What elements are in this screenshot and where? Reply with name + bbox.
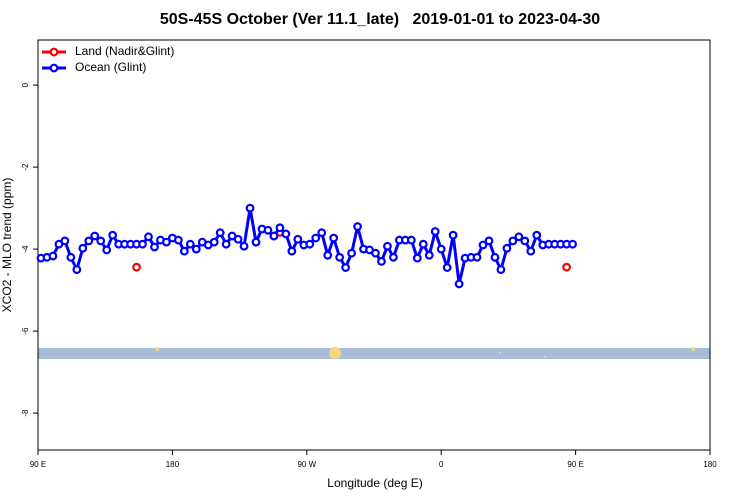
point (424, 250, 434, 260)
point (347, 248, 357, 258)
point (281, 229, 291, 239)
point (209, 237, 219, 247)
point (383, 241, 392, 251)
legend-label: Land (Nadir&Glint) (75, 44, 174, 58)
point (108, 230, 118, 240)
point (48, 251, 58, 261)
point (150, 242, 159, 252)
point (478, 240, 488, 250)
point (84, 236, 94, 246)
x-tick-label: 180 (166, 460, 180, 469)
point (305, 239, 315, 249)
point (60, 236, 70, 246)
point (484, 236, 494, 246)
point (251, 237, 261, 247)
plot-frame (37, 39, 711, 451)
y-tick-label: -4 (21, 245, 30, 253)
point (329, 233, 339, 243)
point (454, 279, 464, 289)
point (132, 262, 141, 272)
legend-marker (49, 47, 59, 57)
legend-label: Ocean (Glint) (75, 60, 146, 74)
point (371, 248, 380, 258)
point (323, 250, 333, 260)
point (287, 246, 297, 256)
point (430, 227, 440, 236)
land-blobs (155, 347, 695, 359)
point (269, 231, 279, 241)
point (173, 235, 183, 245)
point (472, 252, 482, 262)
y-axis-label: XCO2 - MLO trend (ppm) (0, 178, 14, 313)
point (245, 203, 255, 213)
point (341, 263, 351, 272)
point (185, 239, 195, 249)
point (239, 241, 249, 251)
chart-title: 50S-45S October (Ver 11.1_late) 2019-01-… (160, 11, 600, 28)
point (526, 246, 536, 256)
point (72, 265, 82, 275)
point (66, 252, 76, 262)
point (562, 262, 572, 272)
point (102, 245, 112, 255)
point (311, 233, 321, 243)
point (532, 230, 542, 240)
point (138, 239, 147, 249)
point (520, 236, 530, 246)
legend-marker (49, 63, 59, 73)
x-tick-label: 90 E (30, 460, 46, 469)
land-ocean-strip (38, 348, 710, 359)
point (317, 228, 327, 238)
point (448, 230, 458, 240)
point (263, 225, 273, 235)
y-tick-label: -8 (21, 409, 30, 417)
point (90, 231, 100, 241)
point (389, 252, 398, 262)
point (490, 252, 500, 262)
point (275, 223, 285, 233)
point (436, 244, 446, 254)
point (412, 253, 422, 263)
y-tick-label: -6 (21, 327, 30, 335)
x-tick-label: 0 (439, 460, 444, 469)
point (377, 257, 386, 266)
point (233, 234, 243, 244)
point (78, 243, 88, 253)
point (96, 236, 106, 246)
x-tick-label: 90 E (567, 460, 583, 469)
point (418, 239, 428, 249)
point (335, 252, 345, 262)
point (221, 239, 231, 249)
x-tick-label: 90 W (297, 460, 316, 469)
point (568, 239, 578, 249)
point (162, 237, 171, 247)
point (293, 234, 303, 244)
point (496, 265, 506, 275)
y-tick-label: -2 (21, 163, 30, 171)
point (191, 244, 201, 254)
x-tick-label: 180 (703, 460, 717, 469)
point (508, 236, 518, 246)
point (179, 246, 189, 256)
point (144, 232, 153, 242)
point (406, 235, 416, 245)
point (353, 222, 362, 231)
point (442, 263, 452, 272)
x-axis-label: Longitude (deg E) (327, 476, 422, 490)
point (215, 228, 225, 238)
y-tick-label: 0 (21, 82, 30, 87)
point (502, 243, 512, 253)
point (514, 232, 524, 242)
